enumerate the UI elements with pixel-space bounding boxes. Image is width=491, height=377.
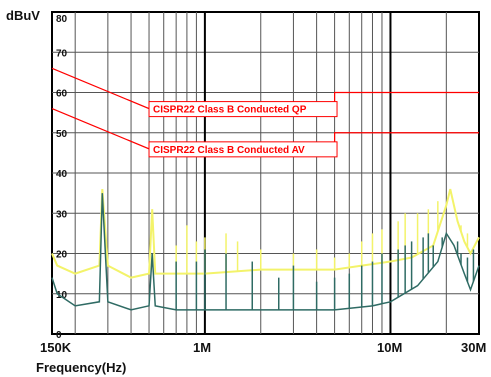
y-tick-10: 10	[56, 290, 68, 301]
x-tick-label-10m: 10M	[377, 340, 403, 355]
y-tick-30: 30	[56, 209, 68, 220]
annotation-box-1	[148, 141, 338, 158]
y-tick-70: 70	[56, 48, 68, 59]
annotation-label-1: CISPR22 Class B Conducted AV	[153, 145, 305, 156]
y-tick-20: 20	[56, 250, 68, 261]
y-tick-40: 40	[56, 169, 68, 180]
y-tick-60: 60	[56, 89, 68, 100]
y-tick-0: 0	[56, 330, 62, 341]
y-tick-80: 80	[56, 14, 68, 25]
annotation-label-0: CISPR22 Class B Conducted QP	[153, 105, 307, 116]
annotations: CISPR22 Class B Conducted QP CISPR22 Clas…	[148, 101, 338, 158]
x-tick-label-30m: 30M	[461, 340, 487, 355]
annotation-box-0	[148, 101, 338, 118]
y-tick-labels: 0 10 20 30 40 50 60 70 80	[56, 14, 68, 341]
x-axis-label: Frequency(Hz)	[36, 360, 127, 375]
x-tick-label-150k: 150K	[40, 340, 72, 355]
series-group	[51, 188, 480, 311]
y-axis-unit-label: dBuV	[6, 8, 40, 23]
grid	[52, 12, 479, 334]
x-tick-label-1m: 1M	[193, 340, 212, 355]
y-tick-50: 50	[56, 129, 68, 140]
